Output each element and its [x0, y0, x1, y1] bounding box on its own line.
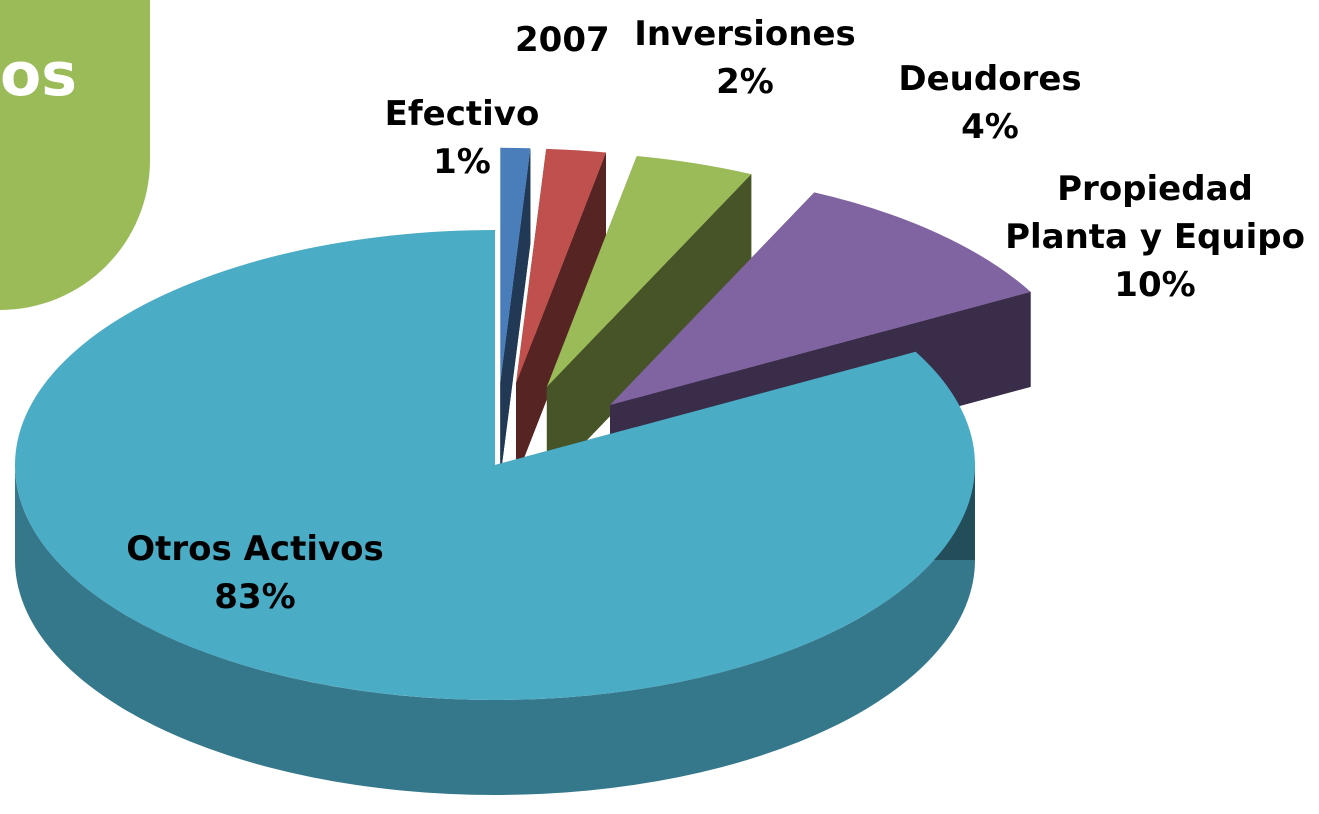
- slice-side: [15, 465, 975, 795]
- data-label: Propiedad Planta y Equipo 10%: [995, 165, 1315, 309]
- slice: [610, 192, 1031, 406]
- header-text: os: [0, 40, 77, 110]
- category-label: Otros Activos: [126, 529, 384, 569]
- slice: [516, 148, 606, 384]
- slice-side: [516, 152, 606, 479]
- category-label: Efectivo: [384, 94, 540, 134]
- value-label: 4%: [961, 107, 1019, 147]
- data-label: Inversiones 2%: [595, 10, 895, 106]
- category-label: Deudores: [898, 59, 1082, 99]
- value-label: 2%: [716, 62, 774, 102]
- data-label: Otros Activos 83%: [95, 525, 415, 621]
- slice-side: [500, 148, 531, 478]
- value-label: 10%: [1114, 265, 1196, 305]
- data-label: Deudores 4%: [840, 55, 1140, 151]
- slice: [15, 230, 975, 701]
- value-label: 83%: [214, 577, 296, 617]
- value-label: 1%: [433, 142, 491, 182]
- header-shape: [0, 0, 150, 310]
- slice: [500, 147, 531, 383]
- chart-title: 2007: [515, 20, 610, 60]
- data-label: Efectivo 1%: [312, 90, 612, 186]
- slice-side: [546, 174, 752, 482]
- category-label: Inversiones: [634, 14, 856, 54]
- category-label: Propiedad Planta y Equipo: [1005, 169, 1305, 257]
- slice: [546, 155, 752, 387]
